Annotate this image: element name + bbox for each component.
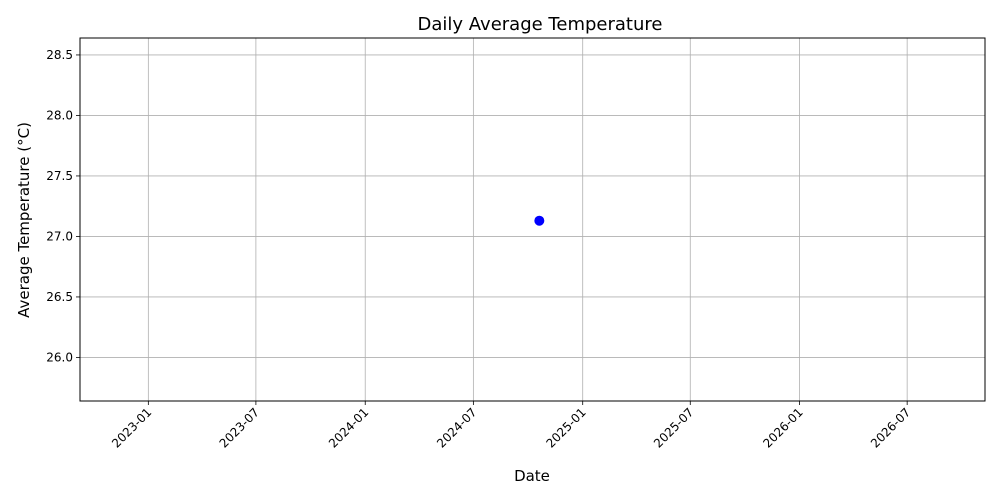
x-axis-label: Date — [514, 467, 550, 485]
y-tick-label: 26.5 — [46, 290, 73, 304]
y-tick-label: 27.5 — [46, 169, 73, 183]
data-points — [534, 215, 545, 226]
chart-title: Daily Average Temperature — [418, 14, 663, 35]
y-tick-label: 28.0 — [46, 108, 73, 122]
y-axis-label: Average Temperature (°C) — [15, 122, 33, 318]
data-point — [534, 215, 545, 226]
y-tick-label: 27.0 — [46, 229, 73, 243]
plot-area-frame — [79, 37, 986, 402]
grid-lines — [80, 38, 985, 401]
y-tick-label: 28.5 — [46, 48, 73, 62]
y-axis-ticks: 26.0 26.5 27.0 27.5 28.0 28.5 — [46, 48, 80, 364]
y-tick-label: 26.0 — [46, 350, 73, 364]
